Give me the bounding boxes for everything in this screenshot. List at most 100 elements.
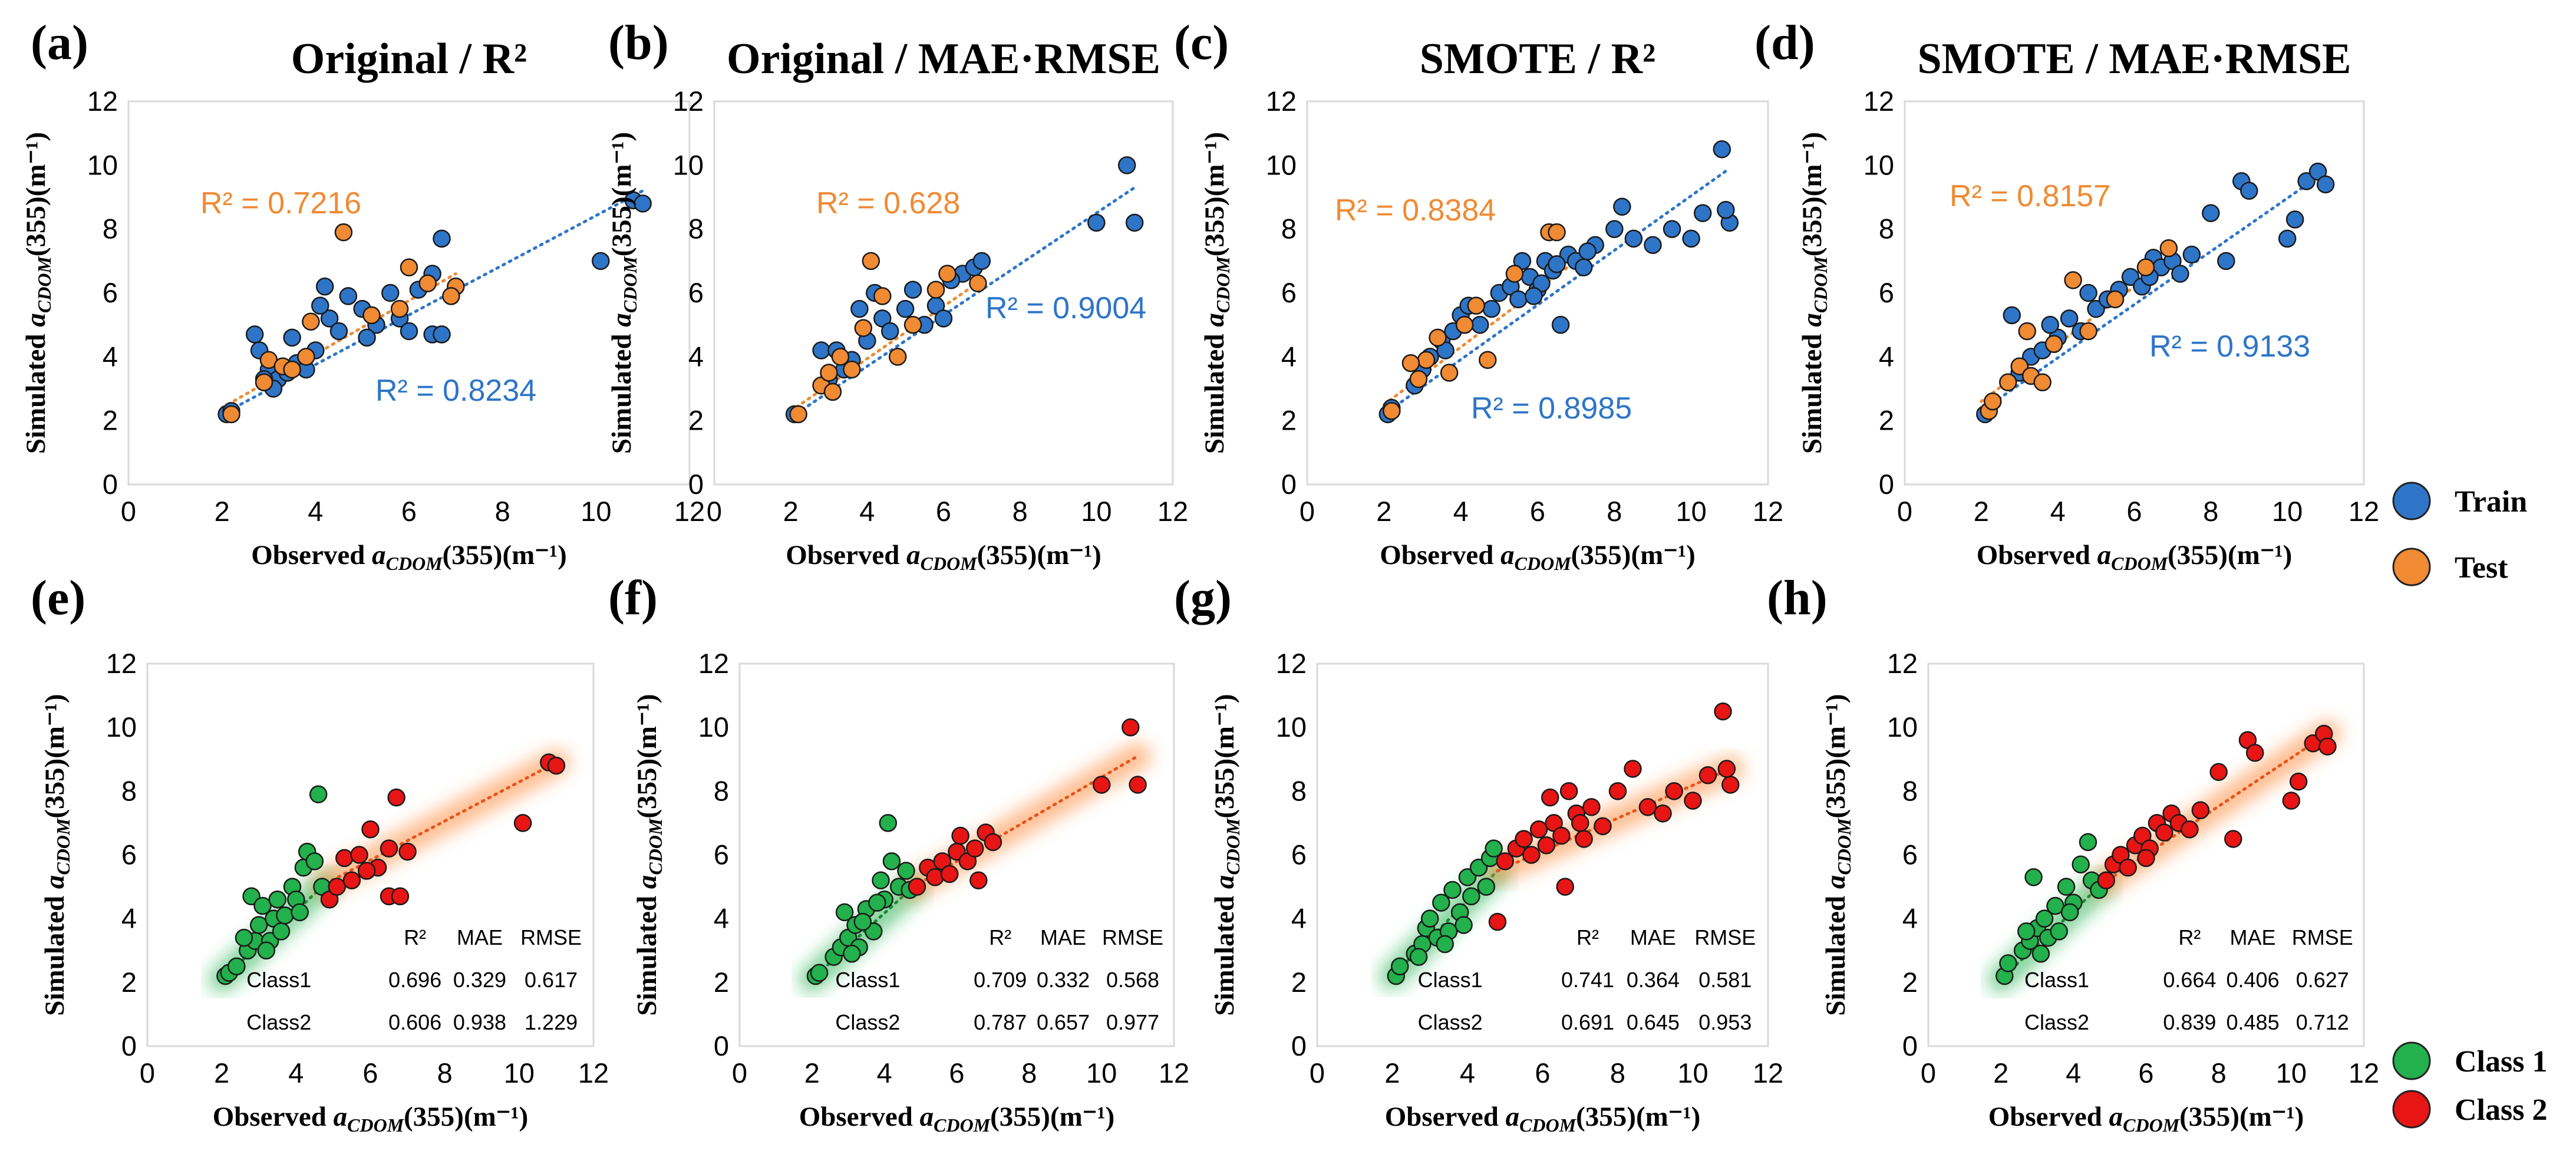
point-class1-f (872, 871, 890, 890)
r2-test-annotation-a: R² = 0.7216 (200, 186, 361, 220)
point-train-b (880, 322, 899, 341)
x-tick-label-c: 2 (1376, 496, 1391, 527)
point-train-c (1663, 220, 1681, 238)
y-tick-label-e: 0 (121, 1030, 137, 1061)
point-class2-g (1698, 766, 1717, 784)
point-test-d (2159, 239, 2178, 258)
point-class1-g (1443, 881, 1462, 899)
y-tick-label-d: 8 (1879, 213, 1894, 245)
point-class2-f (969, 871, 988, 890)
point-train-c (1482, 299, 1501, 318)
point-class2-h (2137, 849, 2155, 868)
x-tick-label-e: 4 (288, 1057, 304, 1089)
x-tick-label-b: 4 (859, 496, 875, 527)
x-tick-label-d: 10 (2272, 496, 2303, 527)
plot-frame-g (1316, 662, 1769, 1047)
x-tick-label-d: 4 (2050, 496, 2066, 527)
x-tick-label-b: 8 (1012, 496, 1028, 527)
x-tick-label-b: 0 (707, 496, 722, 527)
point-class1-g (1485, 839, 1503, 858)
panel-g: (g) 0 2 4 6 8 10 12 0 2 4 6 8 10 12 Observed aCDOM(355)… (1174, 571, 1783, 1136)
point-class2-g (1594, 817, 1612, 836)
table-header-h: R² (2178, 925, 2201, 949)
table-class1-rmse-g: 0.581 (1698, 968, 1752, 992)
point-train-d (2060, 309, 2079, 328)
point-class1-f (843, 944, 861, 963)
point-class2-h (2097, 871, 2116, 890)
table-class1-mae-h: 0.406 (2227, 968, 2280, 992)
point-test-a (362, 306, 381, 325)
point-test-b (823, 382, 842, 401)
point-train-c (1624, 229, 1643, 248)
table-class2-mae-f: 0.657 (1037, 1010, 1090, 1034)
y-tick-label-h: 4 (1902, 903, 1918, 934)
point-test-b (854, 319, 873, 337)
y-tick-label-c: 8 (1281, 213, 1297, 245)
point-class2-e (380, 839, 398, 858)
point-test-b (831, 348, 850, 366)
plot-frame-d (1904, 100, 2365, 486)
y-tick-label-b: 10 (673, 149, 704, 180)
point-test-a (255, 373, 273, 391)
x-tick-label-f: 6 (949, 1057, 964, 1089)
point-train-d (2278, 229, 2297, 248)
table-class1-rmse-e: 0.617 (525, 968, 578, 992)
y-tick-label-d: 0 (1879, 469, 1894, 500)
point-class1-h (2060, 903, 2079, 922)
panel-label-f: (f) (608, 571, 658, 625)
point-class2-g (1582, 798, 1601, 816)
point-class2-g (1721, 776, 1740, 794)
point-class1-h (2024, 868, 2043, 886)
point-train-c (1509, 290, 1528, 309)
point-test-b (888, 348, 907, 366)
y-tick-label-e: 4 (121, 903, 137, 934)
point-class1-h (2031, 944, 2050, 963)
table-class2-rmse-f: 0.977 (1106, 1010, 1159, 1034)
table-header-e: MAE (457, 925, 503, 949)
point-test-c (1505, 265, 1524, 283)
y-tick-label-c: 12 (1266, 85, 1297, 117)
legend-top-train-label: Train (2455, 485, 2527, 519)
table-header-f: R² (989, 925, 1011, 949)
panel-title-a: Original / R² (291, 35, 527, 83)
point-train-c (1717, 200, 1735, 219)
point-train-d (2121, 268, 2140, 286)
table-header-g: MAE (1630, 925, 1676, 949)
point-class2-h (2181, 820, 2199, 839)
point-class1-g (1432, 893, 1450, 912)
point-test-d (2033, 373, 2051, 391)
point-test-c (1479, 351, 1497, 369)
x-tick-label-a: 10 (580, 496, 611, 527)
point-test-b (862, 252, 880, 271)
y-axis-label-h: Simulated aCDOM(355)(m⁻¹) (1820, 694, 1855, 1015)
y-tick-label-c: 0 (1281, 469, 1297, 500)
y-tick-label-f: 12 (698, 648, 729, 679)
point-train-d (2316, 175, 2335, 194)
panel-label-d: (d) (1754, 15, 1815, 70)
point-class2-f (926, 868, 944, 886)
y-tick-label-f: 4 (714, 903, 729, 934)
point-test-c (1440, 364, 1459, 382)
x-tick-label-a: 12 (674, 496, 705, 527)
y-tick-label-g: 4 (1291, 903, 1307, 934)
point-class2-g (1717, 760, 1736, 778)
point-class1-g (1477, 878, 1496, 896)
point-class2-g (1608, 782, 1627, 800)
y-axis-label-g: Simulated aCDOM(355)(m⁻¹) (1209, 694, 1244, 1015)
point-test-a (334, 223, 353, 242)
point-class1-h (2072, 855, 2090, 873)
point-train-d (2202, 204, 2220, 222)
x-tick-label-a: 4 (308, 496, 323, 527)
point-train-c (1693, 204, 1712, 222)
point-class2-f (908, 878, 926, 896)
plot-frame-b (713, 100, 1174, 486)
point-class1-g (1462, 887, 1480, 906)
point-class1-f (853, 912, 872, 931)
point-train-a (329, 322, 348, 341)
point-class2-g (1515, 830, 1533, 848)
table-class2-name-h: Class2 (2024, 1010, 2089, 1034)
table-header-g: RMSE (1694, 925, 1756, 949)
table-class1-r2-f: 0.709 (974, 968, 1027, 992)
point-train-c (1471, 315, 1489, 334)
panel-title-d: SMOTE / MAE·RMSE (1918, 35, 2351, 83)
